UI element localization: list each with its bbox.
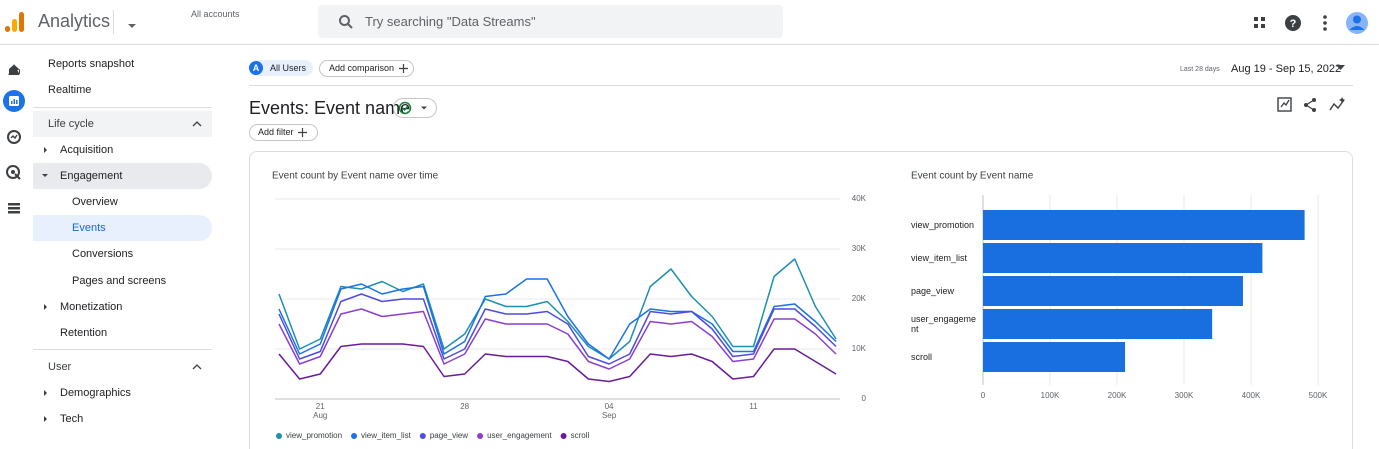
- series-line: [278, 278, 837, 360]
- nav-item[interactable]: Conversions: [72, 248, 134, 260]
- y-tick-label: user_engagement: [911, 314, 977, 334]
- legend-swatch: [351, 433, 358, 439]
- svg-text:?: ?: [1290, 18, 1297, 30]
- y-tick-label: view_promotion: [911, 220, 975, 230]
- chart-card: [249, 151, 1353, 449]
- nav-divider: [33, 107, 212, 108]
- nav-item[interactable]: Pages and screens: [72, 275, 167, 287]
- report-title: Events: Event name: [249, 98, 411, 118]
- nav-item[interactable]: Reports snapshot: [48, 58, 135, 70]
- segment-badge: A: [249, 61, 263, 75]
- y-tick-label: 40K: [852, 194, 867, 203]
- nav-section[interactable]: Life cycle: [48, 118, 94, 130]
- add-comparison-chip[interactable]: [319, 60, 414, 77]
- bar: [983, 210, 1305, 240]
- x-tick-label: 500K: [1309, 391, 1328, 400]
- top-icons[interactable]: ?: [1250, 10, 1370, 36]
- nav-item[interactable]: Retention: [60, 327, 108, 339]
- date-caret[interactable]: [1336, 65, 1345, 71]
- nav-section[interactable]: User: [48, 361, 72, 373]
- date-range[interactable]: Aug 19 - Sep 15, 2022: [1231, 63, 1342, 75]
- account-name[interactable]: All accounts: [191, 9, 240, 19]
- segment-name: All Users: [270, 63, 307, 73]
- plus-icon: [298, 128, 307, 137]
- series-line: [278, 343, 837, 383]
- search-placeholder: Try searching "Data Streams": [365, 14, 536, 29]
- logo[interactable]: [4, 11, 26, 33]
- report-actions[interactable]: [1276, 95, 1350, 115]
- nav-item[interactable]: Realtime: [48, 84, 92, 96]
- legend-swatch: [276, 433, 282, 439]
- nav-selected-bg: [33, 215, 212, 241]
- legend-label: view_item_list: [361, 431, 412, 440]
- status-icon: [398, 101, 427, 115]
- y-tick-label: scroll: [911, 352, 933, 362]
- legend-label: user_engagement: [487, 431, 552, 440]
- add-filter[interactable]: Add filter: [258, 127, 294, 137]
- y-tick-label: 30K: [852, 244, 867, 253]
- search-box[interactable]: [318, 5, 783, 38]
- x-tick-label: 100K: [1041, 391, 1060, 400]
- legend-swatch: [419, 433, 426, 439]
- add-comparison[interactable]: Add comparison: [329, 63, 395, 73]
- x-tick-label: 400K: [1242, 391, 1261, 400]
- legend-label: scroll: [571, 431, 590, 440]
- nav-item[interactable]: Overview: [72, 196, 118, 208]
- x-tick-label: 11: [749, 402, 758, 411]
- x-tick-label: 300K: [1175, 391, 1194, 400]
- legend-swatch: [477, 433, 484, 439]
- chart-title: Event count by Event name: [911, 171, 1034, 182]
- bar: [983, 243, 1263, 273]
- x-tick-label: 21 Aug: [313, 402, 328, 420]
- series-line: [278, 308, 837, 370]
- nav-section-bg: [33, 111, 212, 137]
- y-tick-label: page_view: [911, 286, 955, 296]
- bar: [983, 309, 1213, 339]
- nav-active-group-bg: [33, 163, 212, 189]
- account-caret[interactable]: [127, 22, 137, 30]
- divider: [113, 10, 114, 34]
- add-filter-chip[interactable]: [249, 124, 318, 141]
- nav-item[interactable]: Tech: [60, 413, 84, 425]
- x-tick-label: 04 Sep: [601, 402, 617, 420]
- y-tick-label: 20K: [852, 294, 867, 303]
- product-name[interactable]: Analytics: [38, 11, 111, 31]
- legend-label: page_view: [430, 431, 468, 440]
- date-range-label: Last 28 days: [1180, 66, 1220, 73]
- legend-swatch: [560, 433, 567, 439]
- chart-title: Event count by Event name over time: [272, 171, 439, 182]
- top-bar: [0, 0, 1379, 45]
- series-line: [278, 293, 837, 365]
- x-tick-label: 200K: [1108, 391, 1127, 400]
- x-tick-label: 0: [981, 391, 986, 400]
- x-tick-label: 28: [460, 402, 470, 411]
- nav-divider: [33, 349, 212, 350]
- toolbar-divider: [249, 85, 1353, 86]
- plus-icon: [399, 64, 408, 73]
- nav-item[interactable]: Acquisition: [60, 144, 114, 156]
- bar: [983, 276, 1243, 306]
- y-tick-label: view_item_list: [911, 253, 968, 263]
- nav-carets: [42, 121, 202, 422]
- nav-item-selected[interactable]: Events: [72, 222, 106, 234]
- bar: [983, 342, 1126, 372]
- y-tick-label: 0: [862, 394, 867, 403]
- nav-item[interactable]: Engagement: [60, 170, 123, 182]
- nav-item[interactable]: Demographics: [60, 387, 131, 399]
- y-tick-label: 10K: [852, 344, 867, 353]
- nav-item[interactable]: Monetization: [60, 301, 123, 313]
- status-chip[interactable]: [393, 98, 437, 118]
- segment-chip[interactable]: [249, 60, 313, 76]
- icon-rail[interactable]: [0, 45, 32, 225]
- search-icon: [339, 15, 353, 29]
- legend-label: view_promotion: [286, 431, 342, 440]
- series-line: [278, 258, 837, 360]
